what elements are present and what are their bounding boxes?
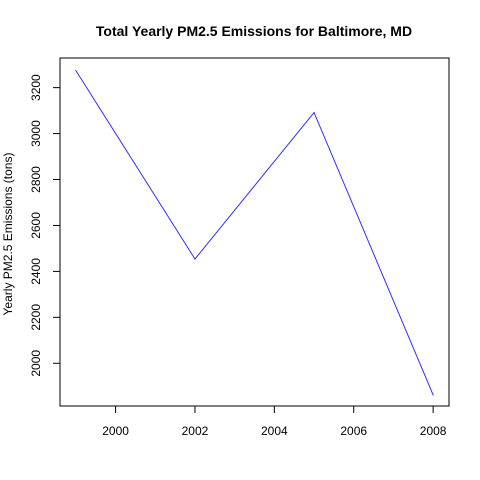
y-tick-label: 2800 bbox=[29, 166, 43, 193]
y-axis: 2000 2200 2400 2600 2800 3000 3200 bbox=[29, 74, 61, 377]
series-line bbox=[75, 70, 434, 396]
y-tick-label: 2600 bbox=[29, 212, 43, 239]
x-tick-label: 2006 bbox=[340, 424, 367, 438]
y-tick-label: 2200 bbox=[29, 304, 43, 331]
chart-title: Total Yearly PM2.5 Emissions for Baltimo… bbox=[96, 23, 412, 39]
y-tick-label: 3200 bbox=[29, 74, 43, 101]
data-point bbox=[432, 394, 434, 396]
y-axis-label: Yearly PM2.5 Emissions (tons) bbox=[1, 153, 15, 316]
data-point bbox=[313, 111, 315, 114]
x-axis: 2000 2002 2004 2006 2008 bbox=[102, 405, 447, 438]
y-tick-label: 2000 bbox=[29, 350, 43, 377]
x-tick-label: 2004 bbox=[261, 424, 288, 438]
x-tick-label: 2002 bbox=[182, 424, 209, 438]
y-tick-label: 2400 bbox=[29, 258, 43, 285]
x-tick-label: 2008 bbox=[420, 424, 447, 438]
plot-frame bbox=[59, 57, 450, 407]
x-tick-label: 2000 bbox=[102, 424, 129, 438]
data-point bbox=[194, 258, 196, 260]
series-layer bbox=[75, 69, 434, 396]
y-tick-label: 3000 bbox=[29, 120, 43, 147]
data-point bbox=[75, 69, 77, 72]
